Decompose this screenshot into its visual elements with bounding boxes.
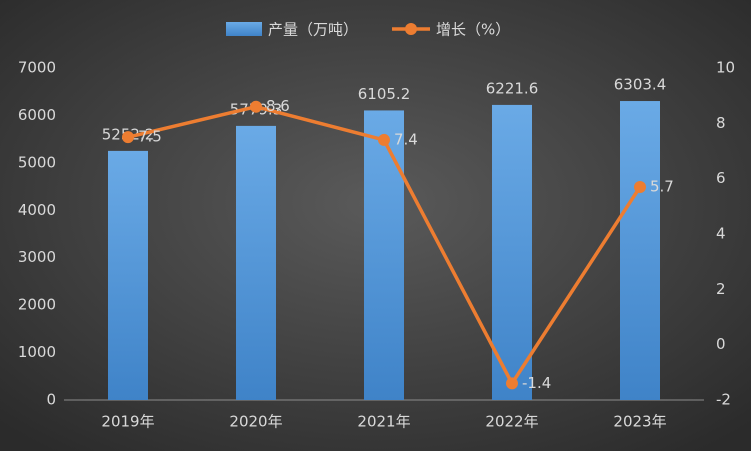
y-tick-label: 2000 [18,296,56,314]
y-tick-label: 0 [46,391,56,409]
line-marker [378,133,390,146]
bar [364,110,404,400]
line-value-label: 5.7 [650,177,674,195]
bar-value-label: 6303.4 [614,76,667,94]
x-tick-label: 2021年 [357,413,410,431]
bar [236,125,276,400]
line-value-label: 8.6 [266,97,290,115]
y2-tick-label: 2 [716,280,726,298]
legend-label: 产量（万吨） [268,21,358,39]
x-tick-label: 2020年 [229,413,282,431]
legend-label: 增长（%） [436,21,510,39]
y2-tick-label: 4 [716,225,726,243]
legend-swatch [226,22,262,36]
y2-tick-label: 10 [716,59,735,77]
y-tick-label: 7000 [18,59,56,77]
line-marker [506,377,518,390]
x-tick-label: 2019年 [101,413,154,431]
line-value-label: 7.4 [394,130,418,148]
y-tick-label: 4000 [18,201,56,219]
bar [492,104,532,401]
line-value-label: -1.4 [522,374,551,392]
line-marker [250,100,262,113]
legend-marker [405,23,417,35]
y-tick-label: 6000 [18,106,56,124]
bar-value-label: 6221.6 [486,79,539,97]
line-marker [122,131,134,144]
y-tick-label: 3000 [18,248,56,266]
y2-tick-label: -2 [716,391,731,409]
y2-tick-label: 6 [716,169,726,187]
x-tick-label: 2023年 [613,413,666,431]
line-value-label: 7.5 [138,128,162,146]
line-marker [634,180,646,193]
x-tick-label: 2022年 [485,413,538,431]
bar [620,101,660,400]
y-tick-label: 1000 [18,343,56,361]
bar [108,150,148,400]
bar-value-label: 6105.2 [358,85,411,103]
y2-tick-label: 0 [716,335,726,353]
y2-tick-label: 8 [716,114,726,132]
y-tick-label: 5000 [18,153,56,171]
